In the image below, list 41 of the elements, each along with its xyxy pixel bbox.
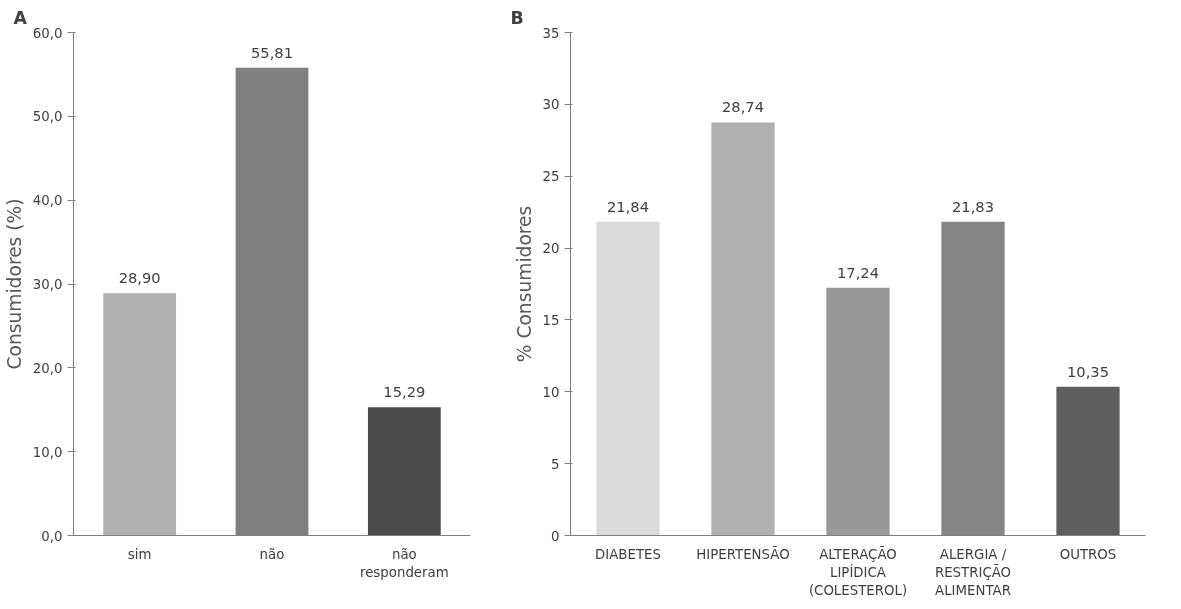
y-tick-label: 10 <box>542 384 560 400</box>
bar <box>103 293 177 536</box>
data-label: 21,83 <box>952 197 994 215</box>
bar <box>1056 386 1120 536</box>
data-label: 15,29 <box>383 383 426 401</box>
y-tick-label: 25 <box>542 169 560 185</box>
y-tick-label: 15 <box>542 312 560 328</box>
data-label: 17,24 <box>837 263 879 281</box>
y-tick-label: 35 <box>542 25 560 41</box>
x-tick-label: DIABETES <box>595 546 661 562</box>
bar <box>826 287 890 536</box>
y-tick-label: 20,0 <box>32 360 63 376</box>
x-tick-label: não responderam <box>359 546 449 580</box>
y-tick-label: 0 <box>551 528 560 544</box>
data-label: 55,81 <box>251 43 293 61</box>
y-tick-label: 10,0 <box>32 444 63 460</box>
chart-title: A <box>13 7 28 28</box>
data-label: 21,84 <box>607 197 649 215</box>
x-tick-label: ALERGIA / RESTRIÇÃO ALIMENTAR <box>934 546 1012 598</box>
chart-title: B <box>510 7 524 28</box>
data-label: 28,74 <box>722 98 764 116</box>
y-tick-label: 30 <box>542 97 560 113</box>
x-tick-label: sim <box>127 546 152 562</box>
y-tick-label: 20 <box>542 241 560 257</box>
y-axis-title: % Consumidores <box>513 205 535 363</box>
bar <box>367 407 441 536</box>
bar <box>596 221 660 536</box>
data-label: 10,35 <box>1067 362 1109 380</box>
x-tick-label: HIPERTENSÃO <box>696 545 790 562</box>
x-tick-label: ALTERAÇÃO LIPÍDICA (COLESTEROL) <box>808 545 908 598</box>
y-tick-label: 40,0 <box>32 193 63 209</box>
y-tick-label: 30,0 <box>32 277 63 292</box>
y-tick-label: 5 <box>551 456 560 472</box>
bar <box>711 122 775 536</box>
y-tick-label: 0,0 <box>41 528 63 544</box>
y-axis-title: Consumidores (%) <box>3 198 25 370</box>
x-tick-label: não <box>259 546 285 562</box>
data-label: 28,90 <box>118 269 161 287</box>
y-tick-label: 60,0 <box>32 25 63 41</box>
y-tick-label: 50,0 <box>32 109 63 125</box>
x-tick-label: OUTROS <box>1059 546 1117 562</box>
